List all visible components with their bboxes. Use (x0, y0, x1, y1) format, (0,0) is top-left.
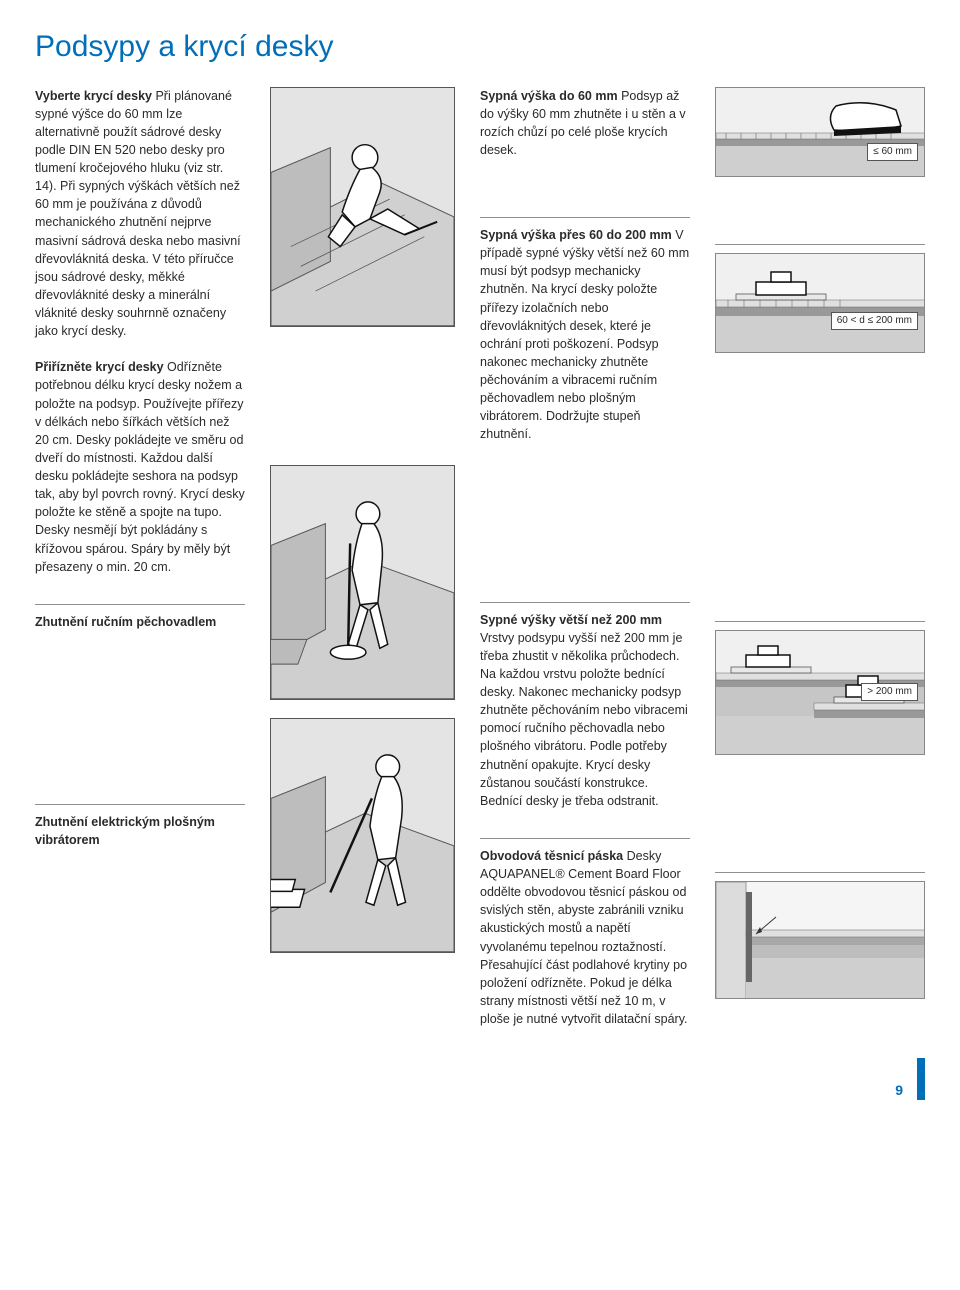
body-text: V případě sypné výšky větší než 60 mm mu… (480, 228, 689, 441)
diagram-60-200mm: 60 < d ≤ 200 mm (715, 253, 925, 353)
section-tesnici-paska: Obvodová těsnicí páska Desky AQUAPANEL® … (480, 847, 690, 1028)
divider (35, 804, 245, 805)
illustration-cutting (270, 87, 455, 327)
illustration-plate-vibrator (270, 718, 455, 953)
section-60-200mm: Sypná výška přes 60 do 200 mm V případě … (480, 226, 690, 444)
section-60mm: Sypná výška do 60 mm Podsyp až do výšky … (480, 87, 690, 160)
divider (715, 244, 925, 245)
divider (715, 621, 925, 622)
diagram-label: ≤ 60 mm (867, 143, 918, 162)
section-over-200mm: Sypné výšky větší než 200 mm Vrstvy pods… (480, 611, 690, 810)
page-number: 9 (895, 1080, 905, 1100)
diagram-tesnici-paska (715, 881, 925, 999)
section-pririznete: Přiřízněte krycí desky Odřízněte potřebn… (35, 358, 245, 576)
heading: Sypná výška přes 60 do 200 mm (480, 228, 672, 242)
heading: Obvodová těsnicí páska (480, 849, 623, 863)
divider (480, 217, 690, 218)
body-text: Při plánované sypné výšce do 60 mm lze a… (35, 89, 241, 339)
section-vyberte: Vyberte krycí desky Při plánované sypné … (35, 87, 245, 341)
divider (480, 838, 690, 839)
heading: Zhutnění ručním pěchovadlem (35, 613, 245, 631)
content-columns: Vyberte krycí desky Při plánované sypné … (35, 87, 925, 1029)
column-2-illustrations (270, 87, 455, 1029)
column-4-diagrams: ≤ 60 mm 60 < d ≤ 200 mm (715, 87, 925, 1029)
divider (35, 604, 245, 605)
body-text: Odřízněte potřebnou délku krycí desky no… (35, 360, 245, 573)
body-text: Vrstvy podsypu vyšší než 200 mm je třeba… (480, 631, 688, 808)
heading: Sypné výšky větší než 200 mm (480, 613, 662, 627)
heading: Vyberte krycí desky (35, 89, 152, 103)
section-zhutneni-elektrickym: Zhutnění elektrickým plošným vibrátorem (35, 813, 245, 849)
heading: Zhutnění elektrickým plošným vibrátorem (35, 813, 245, 849)
heading: Přiřízněte krycí desky (35, 360, 164, 374)
page-title: Podsypy a krycí desky (35, 25, 925, 69)
diagram-label: > 200 mm (861, 683, 918, 702)
page-footer: 9 (35, 1058, 925, 1100)
illustration-hand-tamper (270, 465, 455, 700)
footer-accent-tab (917, 1058, 925, 1100)
column-3: Sypná výška do 60 mm Podsyp až do výšky … (480, 87, 690, 1029)
divider (715, 872, 925, 873)
divider (480, 602, 690, 603)
diagram-60mm: ≤ 60 mm (715, 87, 925, 177)
section-zhutneni-rucnim: Zhutnění ručním pěchovadlem (35, 613, 245, 631)
diagram-over-200mm: > 200 mm (715, 630, 925, 755)
body-text: Desky AQUAPANEL® Cement Board Floor oddě… (480, 849, 688, 1026)
heading: Sypná výška do 60 mm (480, 89, 618, 103)
diagram-label: 60 < d ≤ 200 mm (831, 312, 918, 331)
column-1: Vyberte krycí desky Při plánované sypné … (35, 87, 245, 1029)
